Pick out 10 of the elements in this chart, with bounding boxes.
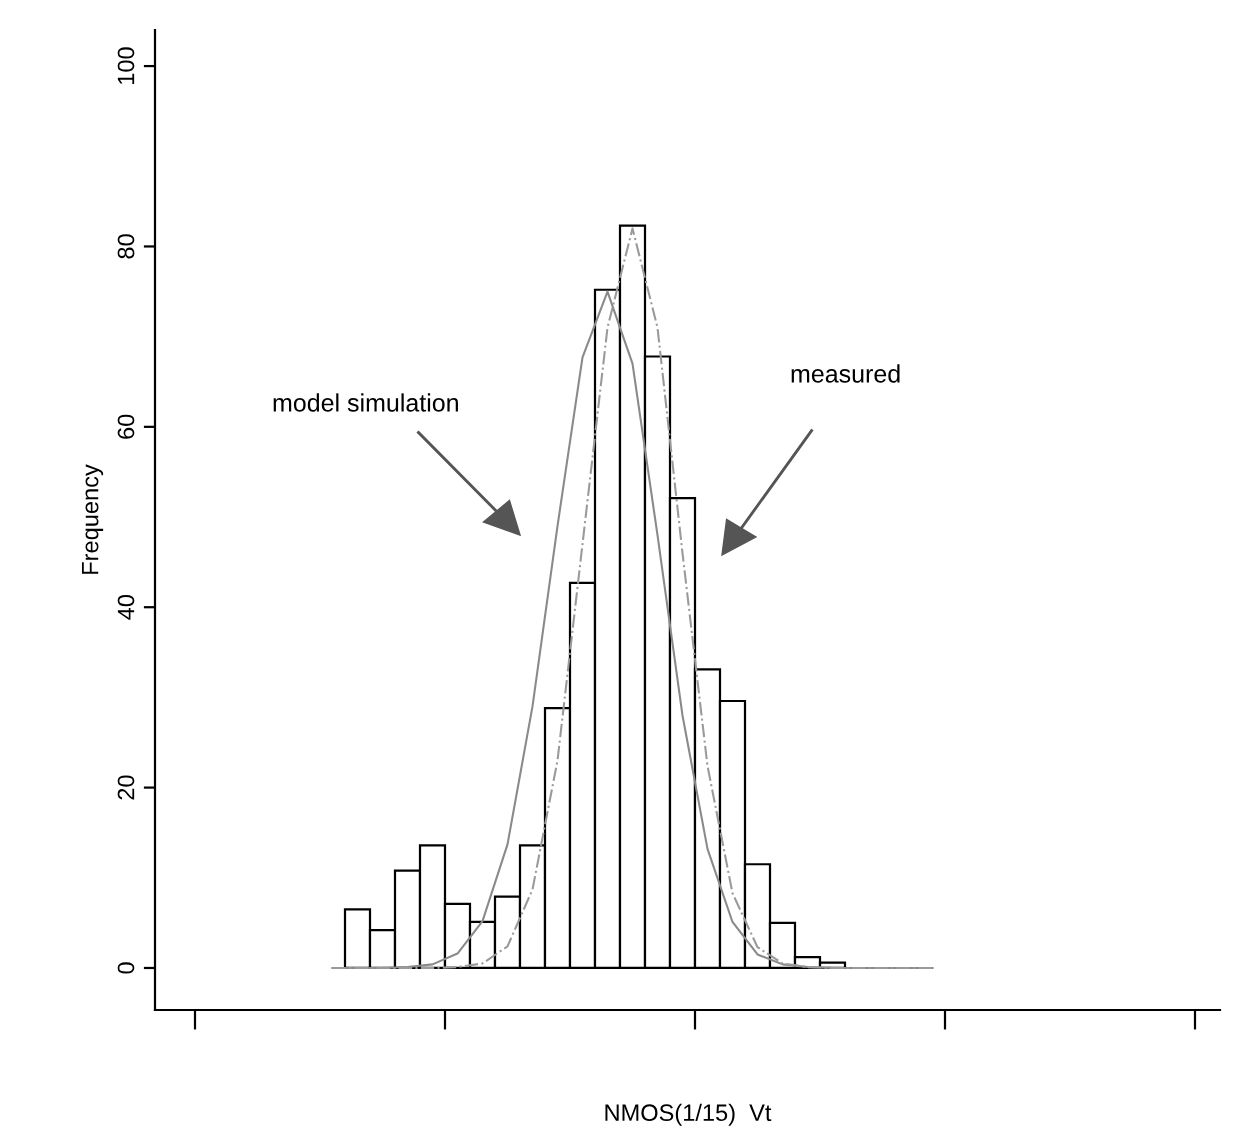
y-tick-label: 0 xyxy=(117,962,135,974)
y-tick-label: 80 xyxy=(117,234,135,259)
annotation: model simulation xyxy=(273,393,458,412)
y-tick-label: 40 xyxy=(117,595,135,620)
y-tick-label: 20 xyxy=(117,775,135,800)
y-tick-label: 100 xyxy=(117,47,135,84)
y-axis-title: Frequency xyxy=(81,464,104,574)
annotation: measured xyxy=(791,364,900,383)
x-axis-title: NMOS(1/15) Vt xyxy=(605,1103,772,1126)
y-tick-label: 60 xyxy=(117,414,135,439)
